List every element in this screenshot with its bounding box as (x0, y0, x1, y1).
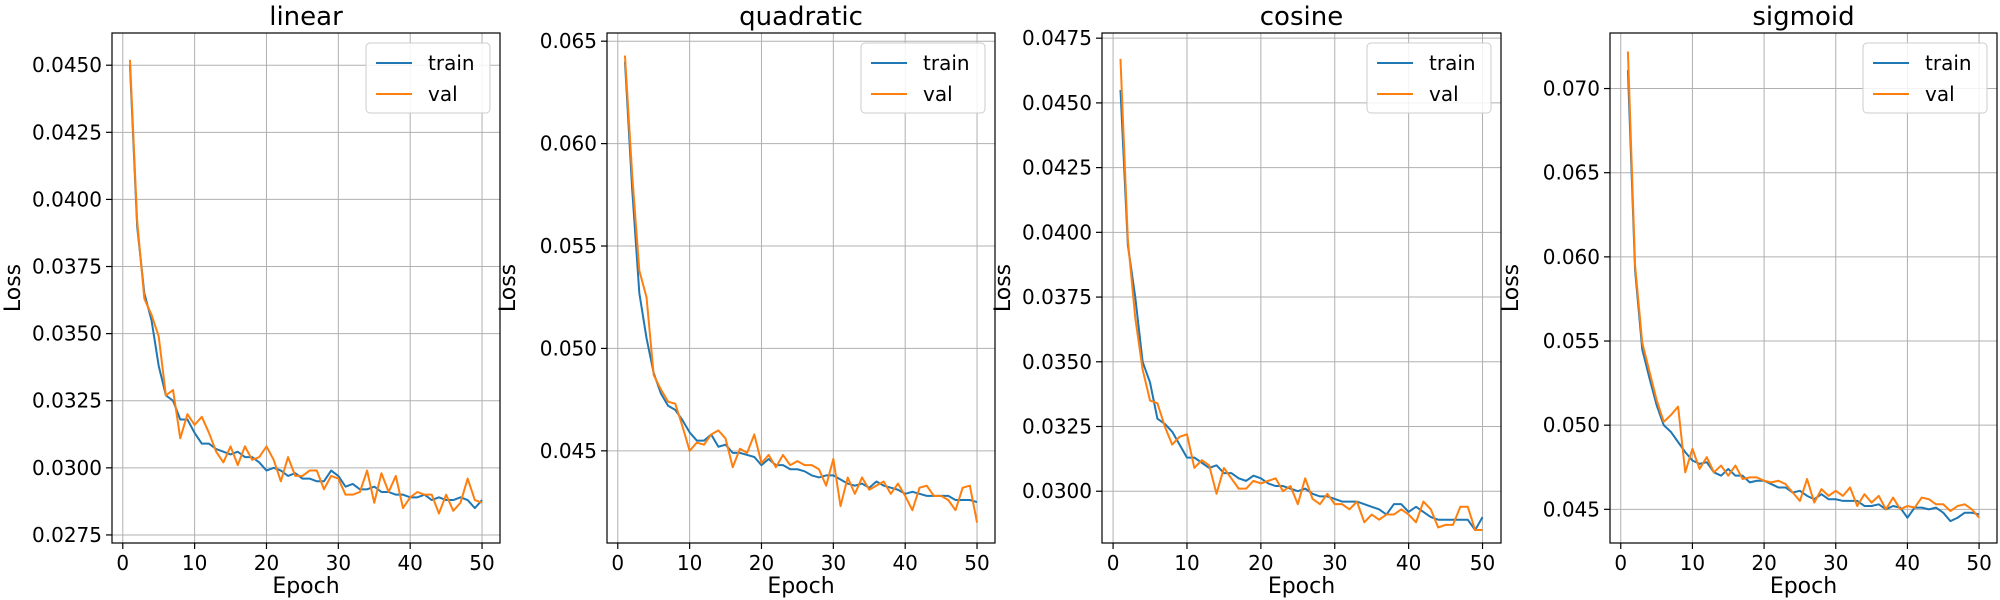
x-tick-label: 50 (469, 551, 494, 575)
x-tick-label: 30 (821, 551, 846, 575)
legend: train val (1862, 42, 1988, 114)
legend: train val (365, 42, 491, 114)
y-tick-label: 0.0425 (1022, 156, 1092, 180)
x-axis-label: Epoch (767, 574, 834, 599)
subplot-title: linear (269, 2, 343, 32)
y-tick-label: 0.065 (540, 29, 597, 53)
y-tick-label: 0.060 (540, 132, 597, 156)
subplot-title: quadratic (739, 2, 863, 32)
y-tick-label: 0.0325 (32, 389, 102, 413)
legend-label-train: train (1925, 51, 1972, 75)
y-tick-label: 0.070 (1543, 77, 1600, 101)
y-tick-label: 0.045 (540, 439, 597, 463)
y-axis-label: Loss (496, 264, 521, 312)
y-tick-label: 0.0400 (32, 187, 102, 211)
x-tick-label: 50 (964, 551, 989, 575)
subplot-sigmoid: 0 10 20 30 40 50 0.045 0.050 0.055 0.060 0.065 0.07… (1499, 2, 1998, 599)
x-tick-label: 0 (116, 551, 129, 575)
y-tick-label: 0.045 (1543, 497, 1600, 521)
y-tick-label: 0.050 (1543, 413, 1600, 437)
x-tick-label: 0 (1107, 551, 1120, 575)
y-axis-label: Loss (1499, 264, 1524, 312)
x-tick-label: 40 (397, 551, 422, 575)
y-tick-label: 0.0300 (1022, 479, 1092, 503)
grid (607, 33, 995, 543)
x-axis-label: Epoch (1268, 574, 1335, 599)
y-tick-label: 0.0450 (32, 53, 102, 77)
legend-label-train: train (923, 51, 970, 75)
legend-label-val: val (428, 82, 458, 106)
series-line-train (1119, 89, 1484, 532)
y-tick-label: 0.0275 (32, 523, 102, 547)
x-axis-label: Epoch (272, 574, 339, 599)
series-line-train (1626, 69, 1980, 523)
x-tick-label: 30 (1823, 551, 1848, 575)
axes-frame (1101, 32, 1502, 544)
x-tick-label: 20 (254, 551, 279, 575)
subplot-linear: 0 10 20 30 40 50 0.0275 0.0300 0.0325 0.0350 0.037… (1, 2, 501, 599)
legend-box (860, 42, 986, 114)
x-axis-label: Epoch (1770, 574, 1837, 599)
series-line-val (1626, 51, 1980, 519)
x-tick-label: 40 (892, 551, 917, 575)
y-tick-label: 0.0300 (32, 456, 102, 480)
legend-label-val: val (1429, 82, 1459, 106)
legend: train val (860, 42, 986, 114)
x-tick-label: 10 (182, 551, 207, 575)
grid (1102, 33, 1501, 543)
y-tick-label: 0.055 (540, 234, 597, 258)
series-line-val (1119, 58, 1483, 532)
series-line-train (128, 65, 483, 510)
y-tick-label: 0.050 (540, 336, 597, 360)
series-line-train (623, 61, 978, 504)
y-axis-label: Loss (991, 264, 1016, 312)
legend-label-train: train (428, 51, 475, 75)
y-tick-label: 0.0450 (1022, 91, 1092, 115)
y-tick-label: 0.055 (1543, 329, 1600, 353)
y-tick-label: 0.0350 (32, 322, 102, 346)
x-tick-label: 0 (611, 551, 624, 575)
y-tick-label: 0.0375 (32, 255, 102, 279)
y-tick-label: 0.0425 (32, 120, 102, 144)
y-tick-label: 0.065 (1543, 161, 1600, 185)
legend-label-train: train (1429, 51, 1476, 75)
subplot-cosine: 0 10 20 30 40 50 0.0300 0.0325 0.0350 0.0375 0.040… (991, 2, 1502, 599)
x-tick-label: 50 (1470, 551, 1495, 575)
y-axis-label: Loss (1, 264, 26, 312)
y-tick-label: 0.0350 (1022, 350, 1092, 374)
legend-label-val: val (923, 82, 953, 106)
y-tick-label: 0.060 (1543, 245, 1600, 269)
x-tick-label: 20 (1751, 551, 1776, 575)
legend-box (1862, 42, 1988, 114)
subplot-title: cosine (1260, 2, 1343, 32)
x-tick-label: 20 (1248, 551, 1273, 575)
x-tick-label: 40 (1396, 551, 1421, 575)
x-tick-label: 10 (1680, 551, 1705, 575)
x-tick-label: 30 (1322, 551, 1347, 575)
x-tick-label: 0 (1614, 551, 1627, 575)
subplot-title: sigmoid (1752, 2, 1854, 32)
x-tick-label: 20 (749, 551, 774, 575)
axes-frame (1609, 32, 1998, 544)
y-tick-label: 0.0400 (1022, 220, 1092, 244)
x-tick-label: 10 (677, 551, 702, 575)
legend-label-val: val (1925, 82, 1955, 106)
subplot-quadratic: 0 10 20 30 40 50 0.045 0.050 0.055 0.060 0.065 quad… (496, 2, 996, 599)
legend-box (365, 42, 491, 114)
x-tick-label: 30 (326, 551, 351, 575)
legend: train val (1366, 42, 1492, 114)
legend-box (1366, 42, 1492, 114)
series-line-val (623, 55, 979, 523)
y-tick-label: 0.0375 (1022, 285, 1092, 309)
axes-frame (606, 32, 996, 544)
x-tick-label: 10 (1174, 551, 1199, 575)
y-tick-label: 0.0325 (1022, 415, 1092, 439)
x-tick-label: 40 (1895, 551, 1920, 575)
x-tick-label: 50 (1966, 551, 1991, 575)
axes-frame (111, 32, 501, 544)
y-tick-label: 0.0475 (1022, 26, 1092, 50)
series-line-val (128, 59, 483, 515)
